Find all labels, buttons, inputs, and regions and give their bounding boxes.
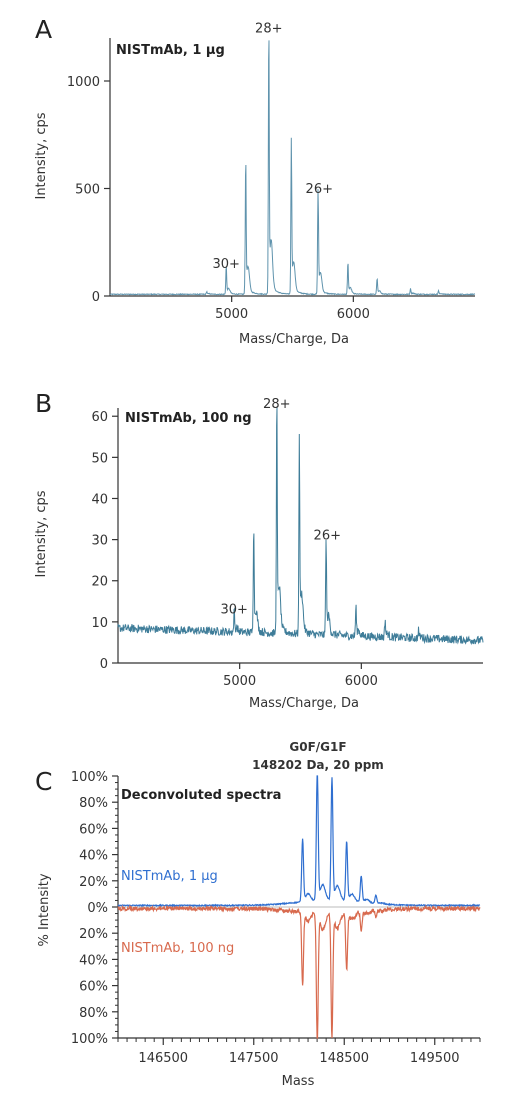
x-axis-title-c: Mass <box>282 1074 315 1089</box>
x-tick-label: 6000 <box>337 307 370 322</box>
y-tick-label: 60% <box>79 980 108 995</box>
y-tick-label: 80% <box>79 796 108 811</box>
y-tick-label: 0 <box>92 290 100 305</box>
series-label-1ug: NISTmAb, 1 µg <box>121 869 218 884</box>
charge-state-label: 26+ <box>306 182 333 197</box>
panel-b: B Intensity, cps Mass/Charge, Da NISTmAb… <box>34 389 484 711</box>
inset-label-a: NISTmAb, 1 µg <box>116 43 225 58</box>
y-tick-label: 20% <box>79 875 108 890</box>
y-tick-label: 40 <box>91 492 108 507</box>
y-tick-label: 30 <box>91 534 108 549</box>
y-axis-title-b: Intensity, cps <box>34 490 49 577</box>
y-tick-label: 60 <box>91 410 108 425</box>
charge-state-label: 28+ <box>255 22 282 37</box>
y-tick-label: 0% <box>87 901 108 916</box>
x-tick-label: 6000 <box>345 674 378 689</box>
x-tick-label: 5000 <box>223 674 256 689</box>
y-tick-label: 50 <box>91 451 108 466</box>
charge-state-label: 28+ <box>263 397 290 412</box>
peak-annotation-line1: G0F/G1F <box>289 740 346 754</box>
panel-letter-b: B <box>35 389 52 418</box>
x-tick-label: 147500 <box>229 1051 279 1066</box>
x-axis-title-b: Mass/Charge, Da <box>249 696 359 711</box>
y-axis-title-a: Intensity, cps <box>34 112 49 199</box>
y-tick-label: 100% <box>71 770 108 785</box>
chart-title-c: Deconvoluted spectra <box>121 788 281 803</box>
series-trace-1ug <box>117 775 481 908</box>
plot-area-a: 0 500 1000 5000 6000 28+ 26+ 30+ <box>67 22 476 322</box>
y-tick-label: 10 <box>91 616 108 631</box>
y-tick-label: 80% <box>79 1006 108 1021</box>
peak-annotation-line2: 148202 Da, 20 ppm <box>252 758 384 772</box>
y-axis-title-c: % Intensity <box>37 873 52 946</box>
y-tick-label: 40% <box>79 953 108 968</box>
charge-state-label: 26+ <box>314 529 341 544</box>
y-tick-label: 1000 <box>67 75 100 90</box>
x-tick-label: 5000 <box>215 307 248 322</box>
plot-area-b: 0 10 20 30 40 50 60 5000 6000 28+ 26+ 30+ <box>91 397 484 689</box>
inset-label-b: NISTmAb, 100 ng <box>125 411 252 426</box>
x-tick-label: 149500 <box>410 1051 460 1066</box>
panel-c: C % Intensity Mass G0F/G1F 148202 Da, 20… <box>35 740 481 1089</box>
y-tick-label: 0 <box>100 657 108 672</box>
series-trace-100ng <box>117 904 481 1039</box>
x-tick-label: 146500 <box>138 1051 188 1066</box>
y-tick-label: 20% <box>79 927 108 942</box>
charge-state-label: 30+ <box>220 603 247 618</box>
y-tick-label: 100% <box>71 1032 108 1047</box>
spectrum-trace <box>117 407 484 646</box>
y-tick-label: 500 <box>75 183 100 198</box>
y-tick-label: 40% <box>79 849 108 864</box>
x-axis-title-a: Mass/Charge, Da <box>239 332 349 347</box>
spectrum-trace <box>109 40 476 296</box>
panel-letter-c: C <box>35 767 52 796</box>
panel-letter-a: A <box>35 15 52 44</box>
x-tick-label: 148500 <box>319 1051 369 1066</box>
panel-a: A Intensity, cps Mass/Charge, Da NISTmAb… <box>34 15 476 347</box>
series-label-100ng: NISTmAb, 100 ng <box>121 941 234 956</box>
plot-area-c: 100% 80% 60% 40% 20% 0% 20% 40% 60% 80% 100% 146500… <box>71 770 481 1066</box>
y-tick-label: 60% <box>79 822 108 837</box>
y-tick-label: 20 <box>91 575 108 590</box>
charge-state-label: 30+ <box>212 257 239 272</box>
